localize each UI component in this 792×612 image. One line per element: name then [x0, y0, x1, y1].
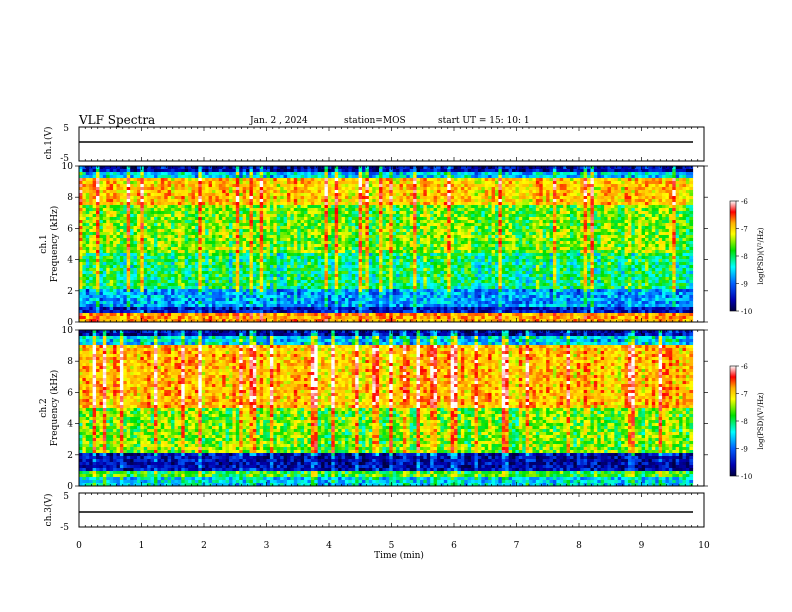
- time-tick-label: 9: [639, 541, 645, 551]
- time-tick-label: 0: [76, 541, 82, 551]
- ch2-spectrogram-image: [79, 330, 693, 486]
- time-tick-label: 10: [698, 541, 710, 551]
- freq-tick-label: 2: [67, 287, 73, 297]
- ch2-spectrogram-panel: 0 2 4 6 8 10 ch.2 Frequency (kHz): [39, 326, 708, 492]
- time-axis-tick-labels: 0 1 2 3 4 5 6 7 8 9 10: [76, 541, 710, 551]
- colorbar-tick-label: -8: [741, 253, 748, 261]
- ch1-voltage-panel: 5 -5 ch.1(V): [43, 124, 704, 164]
- freq-tick-label: 8: [67, 193, 73, 203]
- colorbar-tick-label: -6: [741, 363, 748, 371]
- ch3-ytick-bottom: -5: [60, 523, 69, 533]
- ch1-freq-ylabel-bottom: Frequency (kHz): [49, 206, 60, 283]
- colorbar-tick-label: -6: [741, 198, 748, 206]
- ch3-ytick-top: 5: [63, 492, 69, 502]
- ch2-freq-ylabel-bottom: Frequency (kHz): [49, 370, 60, 447]
- colorbar-tick-label: -10: [741, 308, 752, 316]
- time-tick-label: 8: [576, 541, 582, 551]
- time-axis-label: Time (min): [374, 550, 424, 561]
- ch3-voltage-ylabel: ch.3(V): [43, 494, 54, 527]
- time-tick-label: 3: [264, 541, 270, 551]
- freq-tick-label: 4: [67, 256, 73, 266]
- freq-tick-label: 6: [67, 388, 73, 398]
- time-tick-label: 1: [139, 541, 145, 551]
- freq-tick-label: 0: [67, 482, 73, 492]
- ch1-voltage-ylabel: ch.1(V): [43, 127, 54, 160]
- colorbar-tick-label: -9: [741, 281, 748, 289]
- colorbar-tick-label: -10: [741, 473, 752, 481]
- freq-tick-label: 8: [67, 357, 73, 367]
- time-tick-label: 6: [451, 541, 457, 551]
- time-tick-label: 4: [326, 541, 332, 551]
- colorbar-tick-label: -8: [741, 418, 748, 426]
- ch1-spectrogram-image: [79, 166, 693, 322]
- freq-tick-label: 10: [62, 162, 74, 172]
- freq-tick-label: 10: [62, 326, 74, 336]
- colorbar-tick-label: -7: [741, 226, 748, 234]
- freq-tick-label: 6: [67, 224, 73, 234]
- ch2-colorbar: -6 -7 -8 -9 -10 log(PSD)(V²/Hz): [730, 363, 765, 481]
- ch3-voltage-panel: 5 -5 ch.3(V): [43, 492, 704, 533]
- ch2-freq-ylabel-top: ch.2: [39, 398, 49, 417]
- ch1-colorbar: -6 -7 -8 -9 -10 log(PSD)(V²/Hz): [730, 198, 765, 316]
- time-tick-label: 5: [389, 541, 395, 551]
- ch2-colorbar-label: log(PSD)(V²/Hz): [757, 392, 765, 449]
- ch1-ytick-top: 5: [63, 124, 69, 134]
- freq-tick-label: 2: [67, 451, 73, 461]
- time-tick-label: 2: [201, 541, 207, 551]
- ch1-freq-ylabel-top: ch.1: [39, 234, 49, 253]
- time-tick-label: 7: [514, 541, 520, 551]
- freq-tick-label: 4: [67, 420, 73, 430]
- colorbar-tick-label: -9: [741, 446, 748, 454]
- colorbar-tick-label: -7: [741, 391, 748, 399]
- ch1-colorbar-label: log(PSD)(V²/Hz): [757, 227, 765, 284]
